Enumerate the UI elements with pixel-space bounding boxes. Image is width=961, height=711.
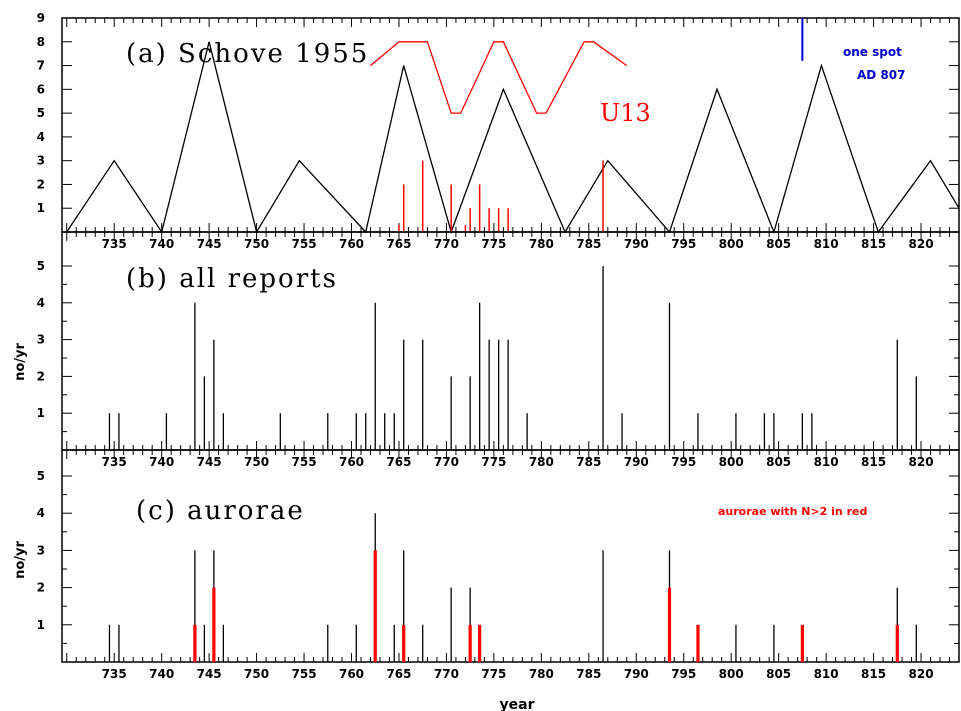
x-tick-label: 745 (197, 237, 222, 251)
x-tick-label: 760 (339, 455, 364, 469)
x-tick-label: 785 (576, 455, 601, 469)
x-tick-label: 795 (671, 237, 696, 251)
x-tick-label: 790 (624, 667, 649, 681)
x-tick-label: 800 (719, 455, 744, 469)
x-tick-label: 755 (292, 667, 317, 681)
x-tick-label: 795 (671, 455, 696, 469)
x-tick-label: 735 (102, 237, 127, 251)
x-tick-label: 765 (386, 455, 411, 469)
x-tick-label: 745 (197, 455, 222, 469)
y-axis-label-c: no/yr (13, 541, 28, 579)
schove-line (66, 41, 960, 235)
x-tick-label: 815 (861, 455, 886, 469)
panel-b-all-reports: 735 740 745 750 755 760 765 770 775 780 785 790 795 8… (37, 231, 960, 469)
x-axis-label: year (500, 697, 535, 711)
y-tick-label: 3 (37, 154, 45, 168)
x-tick-label: 810 (814, 455, 839, 469)
x-tick-label: 770 (434, 667, 459, 681)
y-tick-label: 5 (37, 469, 45, 483)
x-tick-label: 805 (766, 237, 791, 251)
panel-c-title: (c) aurorae (136, 496, 305, 526)
x-tick-label: 780 (529, 455, 554, 469)
y-axis-label-b: no/yr (13, 343, 28, 381)
u13-label: U13 (600, 99, 651, 127)
y-tick-label: 8 (37, 35, 45, 49)
panel-b-title: (b) all reports (126, 264, 338, 294)
red-legend-note: aurorae with N>2 in red (718, 505, 867, 518)
ad807-label: AD 807 (857, 68, 905, 82)
y-tick-label: 1 (37, 618, 45, 632)
x-tick-label: 760 (339, 667, 364, 681)
panel-c-aurorae: 735 740 745 750 755 760 765 770 775 780 785 790 795 8… (37, 449, 960, 681)
y-tick-label: 4 (37, 130, 45, 144)
x-tick-label: 770 (434, 455, 459, 469)
y-tick-label: 1 (37, 201, 45, 215)
x-tick-label: 750 (244, 667, 269, 681)
x-tick-label: 745 (197, 667, 222, 681)
y-tick-label: 4 (37, 296, 45, 310)
x-tick-label: 785 (576, 667, 601, 681)
x-tick-label: 765 (386, 667, 411, 681)
x-tick-label: 815 (861, 237, 886, 251)
y-tick-label: 1 (37, 406, 45, 420)
y-tick-label: 3 (37, 333, 45, 347)
x-tick-label: 820 (909, 237, 934, 251)
y-tick-label: 2 (37, 581, 45, 595)
x-tick-label: 770 (434, 237, 459, 251)
panel-a-title: (a) Schove 1955 (126, 39, 369, 69)
x-tick-label: 775 (481, 667, 506, 681)
one-spot-label: one spot (843, 45, 902, 59)
panel-c-frame (61, 449, 960, 663)
panel-a-schove: 735 740 745 750 755 760 765 770 775 780 785 790 795 8… (37, 11, 960, 251)
u13-line (370, 41, 628, 114)
x-tick-label: 760 (339, 237, 364, 251)
x-tick-label: 755 (292, 455, 317, 469)
y-tick-label: 7 (37, 59, 45, 73)
x-tick-label: 800 (719, 237, 744, 251)
x-tick-label: 810 (814, 237, 839, 251)
y-tick-label: 5 (37, 259, 45, 273)
x-tick-label: 780 (529, 667, 554, 681)
x-tick-label: 755 (292, 237, 317, 251)
x-tick-label: 790 (624, 237, 649, 251)
x-tick-label: 775 (481, 237, 506, 251)
x-tick-label: 800 (719, 667, 744, 681)
x-tick-label: 735 (102, 455, 127, 469)
y-tick-label: 9 (37, 11, 45, 25)
x-tick-label: 805 (766, 667, 791, 681)
y-tick-label: 2 (37, 369, 45, 383)
x-tick-label: 775 (481, 455, 506, 469)
x-tick-label: 810 (814, 667, 839, 681)
y-tick-label: 4 (37, 506, 45, 520)
x-tick-label: 785 (576, 237, 601, 251)
x-tick-label: 740 (149, 455, 174, 469)
x-tick-label: 815 (861, 667, 886, 681)
y-tick-label: 3 (37, 543, 45, 557)
y-tick-label: 2 (37, 177, 45, 191)
x-tick-label: 740 (149, 667, 174, 681)
x-tick-label: 790 (624, 455, 649, 469)
x-tick-label: 750 (244, 237, 269, 251)
x-tick-label: 805 (766, 455, 791, 469)
x-tick-label: 735 (102, 667, 127, 681)
x-tick-label: 765 (386, 237, 411, 251)
x-tick-label: 820 (909, 455, 934, 469)
y-tick-label: 6 (37, 82, 45, 96)
y-tick-label: 5 (37, 106, 45, 120)
x-tick-label: 795 (671, 667, 696, 681)
x-tick-label: 750 (244, 455, 269, 469)
x-tick-label: 820 (909, 667, 934, 681)
x-tick-label: 740 (149, 237, 174, 251)
x-tick-label: 780 (529, 237, 554, 251)
